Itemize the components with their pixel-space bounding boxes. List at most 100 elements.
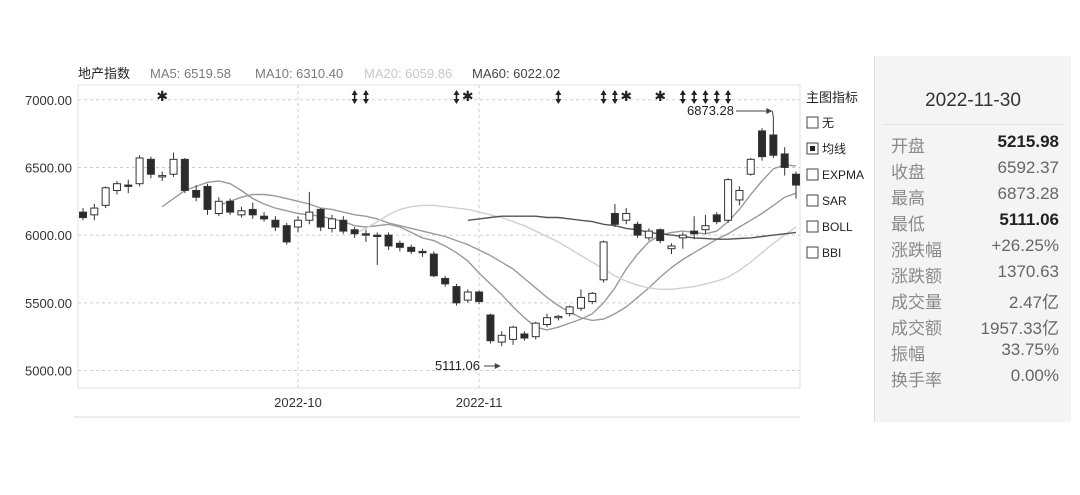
candle-body: [792, 173, 800, 186]
candle-body: [101, 187, 110, 206]
info-row-label: 最高: [891, 189, 925, 208]
indicator-checkbox[interactable]: [806, 246, 819, 259]
candle-body: [135, 157, 144, 185]
info-row: 成交额 1957.33亿: [891, 314, 1059, 340]
indicator-option[interactable]: EXPMA: [822, 168, 864, 182]
candle-body: [237, 210, 246, 216]
candle-body: [497, 334, 506, 343]
ma-line-ma10: [218, 192, 797, 322]
info-row-value: 1957.33亿: [980, 319, 1059, 338]
info-divider: [883, 124, 1063, 125]
info-row: 开盘 5215.98: [891, 132, 1059, 158]
y-tick-label: 5000.00: [25, 364, 72, 379]
candle-body: [350, 229, 359, 235]
info-row-value: 2.47亿: [1008, 293, 1059, 312]
candle-body: [271, 219, 280, 228]
info-row-label: 换手率: [891, 371, 942, 390]
ma-legend-ma60: MA60: 6022.02: [472, 66, 560, 81]
candle-body: [260, 215, 269, 220]
signal-up-arrow-icon: [713, 90, 720, 95]
indicator-checkbox[interactable]: [806, 168, 819, 181]
high-leader-tail: [771, 110, 774, 118]
candle-body: [180, 158, 189, 191]
candle-body: [418, 250, 427, 254]
info-row-label: 振幅: [891, 345, 925, 364]
info-row-value: +26.25%: [991, 236, 1059, 255]
candle-body: [701, 225, 710, 231]
candle-body: [780, 153, 789, 168]
signal-up-arrow-icon: [453, 90, 460, 95]
indicator-option[interactable]: 无: [822, 116, 834, 130]
candle-body: [294, 219, 303, 228]
signal-up-arrow-icon: [351, 90, 358, 95]
signal-down-arrow-icon: [600, 99, 607, 104]
info-row: 涨跌幅 +26.25%: [891, 236, 1059, 262]
checkbox-mark-icon: [810, 146, 815, 151]
candle-body: [656, 229, 665, 242]
candle-body: [599, 241, 608, 281]
y-tick-label: 7000.00: [25, 93, 72, 108]
low-annotation: 5111.06: [435, 358, 480, 373]
ma-legend-ma10: MA10: 6310.40: [255, 66, 343, 81]
signal-up-arrow-icon: [691, 90, 698, 95]
candle-body: [520, 333, 529, 339]
info-row: 最高 6873.28: [891, 184, 1059, 210]
info-row: 成交量 2.47亿: [891, 288, 1059, 314]
indicator-checkbox[interactable]: [806, 116, 819, 129]
candle-body: [678, 234, 687, 239]
signal-star-icon: ✱: [462, 88, 474, 104]
signal-star-icon: ✱: [156, 88, 168, 104]
info-row-value: 1370.63: [997, 262, 1059, 281]
candle-body: [690, 230, 699, 235]
candle-body: [316, 208, 325, 228]
info-row-label: 开盘: [891, 137, 925, 156]
info-row: 最低 5111.06: [891, 210, 1059, 236]
info-row-label: 成交量: [891, 293, 942, 312]
candle-body: [452, 286, 461, 304]
candle-body: [90, 207, 99, 216]
ma-legend-ma5: MA5: 6519.58: [150, 66, 231, 81]
signal-down-arrow-icon: [362, 99, 369, 104]
info-row-label: 收盘: [891, 163, 925, 182]
info-row-value: 6592.37: [997, 158, 1059, 177]
signal-up-arrow-icon: [600, 90, 607, 95]
indicator-checkbox[interactable]: [806, 220, 819, 233]
signal-up-arrow-icon: [611, 90, 618, 95]
signal-down-arrow-icon: [453, 99, 460, 104]
candle-body: [475, 291, 484, 302]
signal-up-arrow-icon: [362, 90, 369, 95]
info-row-value: 0.00%: [1010, 366, 1059, 385]
info-row-value: 6873.28: [997, 184, 1059, 203]
candle-body: [622, 212, 631, 221]
candle-body: [373, 234, 382, 237]
info-row-value: 33.75%: [1001, 340, 1059, 359]
candle-body: [158, 175, 167, 178]
candle-body: [429, 253, 438, 277]
candle-body: [758, 130, 767, 158]
indicator-option[interactable]: BBI: [822, 246, 841, 260]
candle-body: [463, 291, 472, 301]
candle-body: [610, 212, 619, 225]
info-row-value: 5215.98: [997, 132, 1059, 151]
signal-up-arrow-icon: [555, 90, 562, 95]
indicator-option[interactable]: BOLL: [822, 220, 853, 234]
candle-body: [112, 183, 121, 191]
high-arrow-icon: [766, 108, 773, 114]
indicator-checkbox[interactable]: [806, 194, 819, 207]
candle-body: [146, 158, 155, 175]
candle-body: [407, 246, 416, 252]
info-row-value: 5111.06: [999, 210, 1059, 229]
info-row-label: 涨跌额: [891, 267, 942, 286]
indicator-option[interactable]: SAR: [822, 194, 847, 208]
x-tick-label: 2022-10: [274, 395, 322, 410]
indicator-option[interactable]: 均线: [822, 142, 846, 156]
ma-line-ma60: [467, 215, 797, 240]
candle-body: [248, 208, 257, 216]
signal-down-arrow-icon: [713, 99, 720, 104]
candle-body: [226, 200, 235, 213]
candle-body: [486, 314, 495, 342]
info-row: 收盘 6592.37: [891, 158, 1059, 184]
candle-body: [554, 315, 563, 319]
ma-line-ma20: [354, 204, 797, 290]
candle-body: [576, 296, 585, 309]
